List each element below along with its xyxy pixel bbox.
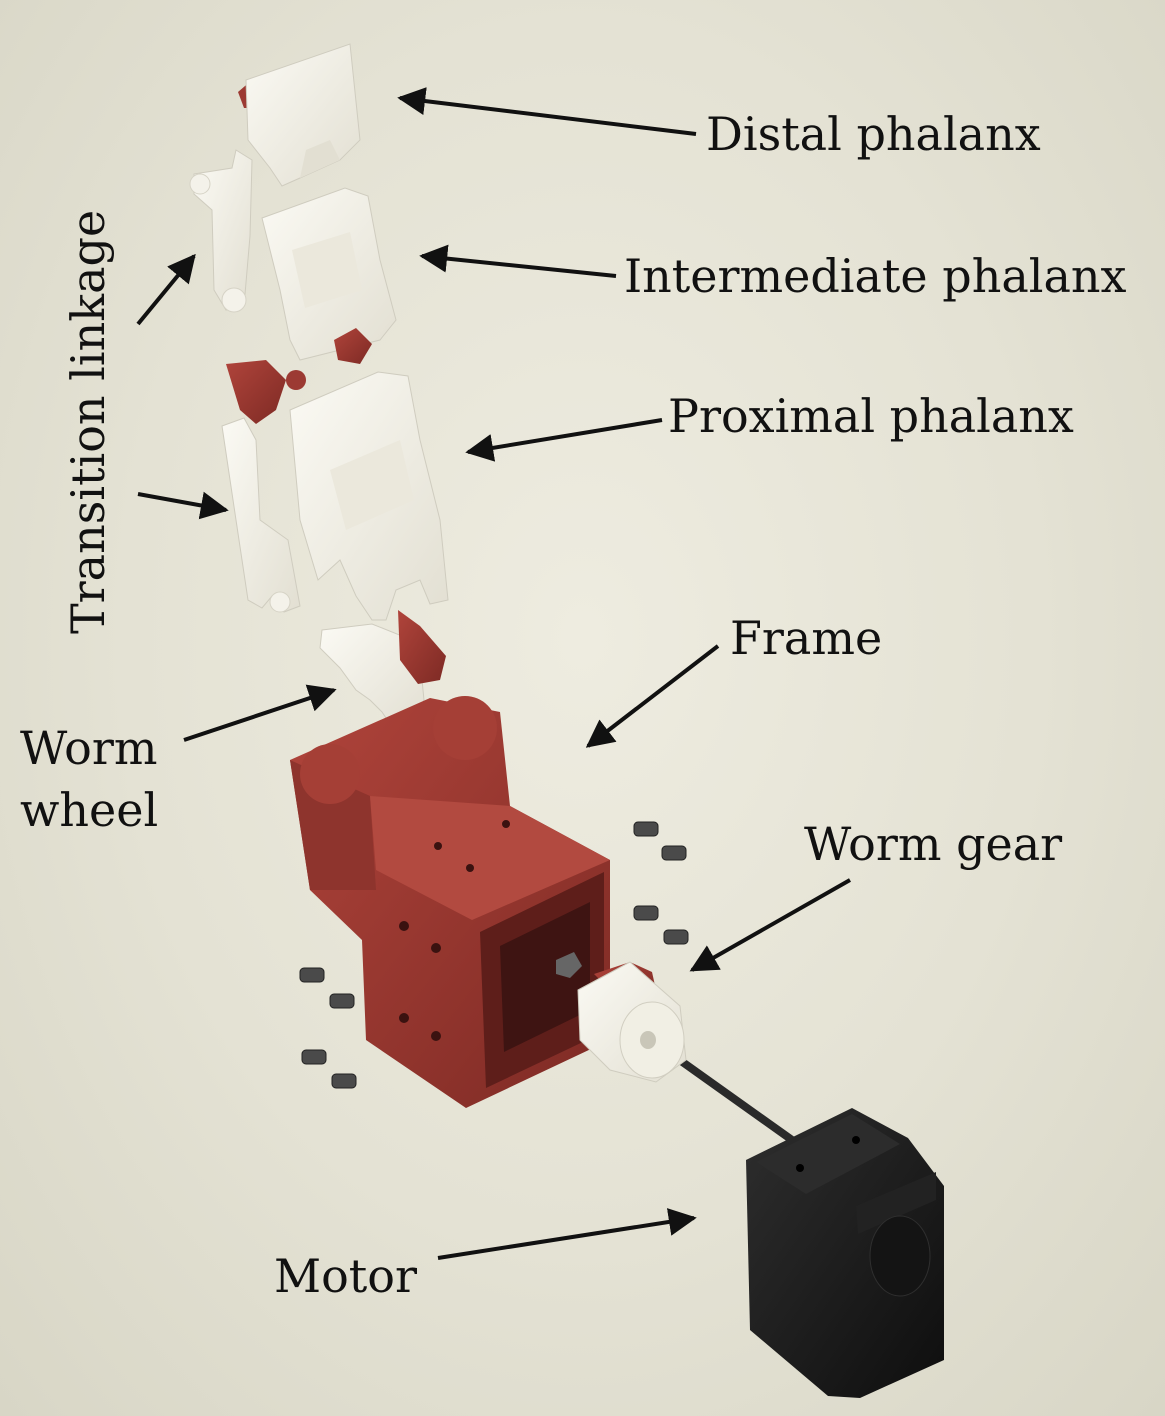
screw-1 (633, 821, 659, 837)
label-worm-gear: Worm gear (804, 817, 1063, 871)
label-motor: Motor (274, 1249, 417, 1303)
label-distal-phalanx: Distal phalanx (706, 107, 1041, 161)
arrow-frame (585, 644, 720, 748)
motor-part (746, 1108, 944, 1398)
label-frame: Frame (730, 611, 883, 665)
arrow-worm-wheel (183, 684, 337, 742)
screw-4 (663, 929, 689, 945)
arrow-motor (437, 1208, 697, 1260)
screws (299, 821, 689, 1089)
screw-5 (299, 967, 325, 983)
upper-transition-linkage-part (189, 149, 253, 313)
screw-7 (301, 1049, 327, 1065)
arrow-distal (397, 87, 697, 136)
worm-gear-part (577, 961, 795, 1144)
arrow-proximal (465, 418, 663, 462)
annotation-arrows (136, 87, 851, 1260)
intermediate-phalanx-part (261, 187, 397, 364)
label-worm-wheel-line2: wheel (20, 783, 159, 837)
proximal-phalanx-part (289, 371, 449, 621)
frame-part (290, 696, 610, 1108)
screw-6 (329, 993, 355, 1009)
screw-8 (331, 1073, 357, 1089)
label-intermediate-phalanx: Intermediate phalanx (624, 249, 1127, 303)
arrow-intermediate (419, 244, 617, 278)
arrow-transition-upper (136, 253, 196, 326)
screw-3 (633, 905, 659, 921)
distal-phalanx-part (238, 43, 361, 187)
screw-2 (661, 845, 687, 861)
lower-transition-linkage-part (221, 417, 301, 613)
arrow-worm-gear (689, 878, 851, 972)
label-transition-linkage: Transition linkage (61, 209, 115, 634)
red-cam-part (226, 360, 306, 424)
label-worm-wheel-line1: Worm (20, 721, 158, 775)
arrow-transition-lower (137, 491, 229, 520)
label-proximal-phalanx: Proximal phalanx (668, 389, 1074, 443)
